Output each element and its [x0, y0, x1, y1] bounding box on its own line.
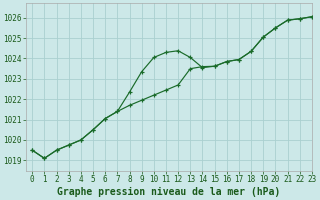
X-axis label: Graphe pression niveau de la mer (hPa): Graphe pression niveau de la mer (hPa) [57, 186, 281, 197]
